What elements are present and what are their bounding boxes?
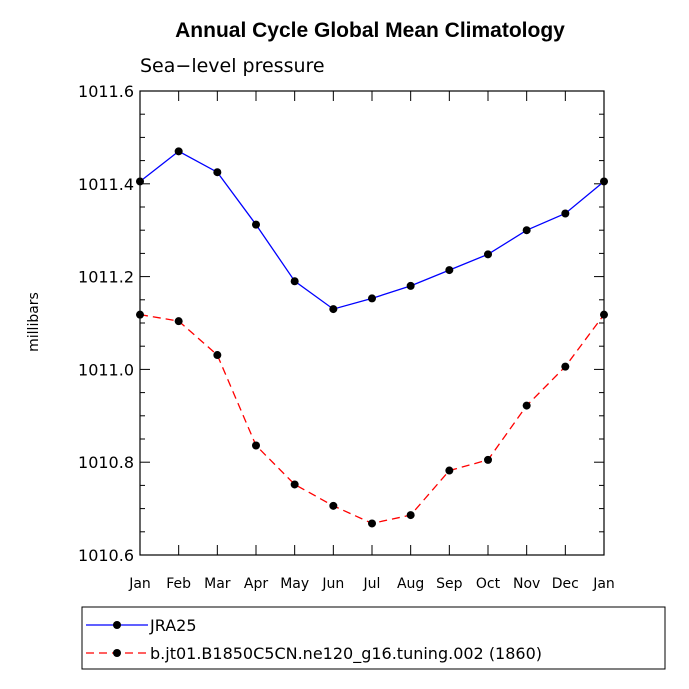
- x-tick-label: Oct: [476, 576, 501, 592]
- legend-label-model: b.jt01.B1850C5CN.ne120_g16.tuning.002 (1…: [150, 644, 542, 664]
- data-point-model: [368, 519, 376, 528]
- data-point-model: [484, 455, 492, 464]
- y-tick-label: 1011.0: [78, 360, 134, 379]
- data-point-model: [213, 351, 222, 360]
- data-point-model: [406, 511, 415, 520]
- data-point-jra25: [290, 277, 299, 286]
- data-point-model: [600, 310, 608, 319]
- data-point-model: [522, 401, 531, 410]
- data-point-model: [174, 317, 183, 326]
- data-point-model: [252, 441, 260, 450]
- data-point-jra25: [445, 266, 454, 275]
- data-point-jra25: [329, 305, 338, 314]
- legend-marker-jra25: [113, 621, 121, 629]
- y-tick-label: 1010.6: [78, 546, 134, 565]
- x-tick-label: Sep: [436, 576, 463, 592]
- y-tick-label: 1011.4: [78, 175, 134, 194]
- x-tick-label: Aug: [397, 576, 424, 592]
- y-tick-label: 1011.2: [78, 268, 134, 287]
- x-tick-label: Mar: [204, 576, 231, 592]
- x-tick-label: Feb: [166, 576, 191, 592]
- x-tick-label: Apr: [244, 576, 268, 592]
- data-point-jra25: [561, 209, 570, 218]
- data-point-model: [445, 466, 454, 475]
- legend-marker-model: [113, 649, 121, 657]
- data-point-jra25: [406, 281, 415, 290]
- x-tick-label: Nov: [513, 576, 540, 592]
- y-tick-label: 1010.8: [78, 453, 134, 472]
- legend-label-jra25: JRA25: [149, 616, 197, 635]
- data-point-jra25: [252, 220, 260, 229]
- data-point-model: [136, 310, 144, 319]
- chart-subtitle: Sea−level pressure: [140, 55, 325, 77]
- legend: JRA25 b.jt01.B1850C5CN.ne120_g16.tuning.…: [81, 606, 666, 670]
- x-tick-label: Jul: [363, 576, 381, 592]
- chart-title: Annual Cycle Global Mean Climatology: [175, 19, 565, 42]
- x-tick-label: Jan: [128, 576, 151, 592]
- data-point-model: [290, 480, 299, 489]
- data-point-model: [561, 362, 570, 371]
- series-line-jra25: [139, 150, 605, 310]
- data-point-jra25: [522, 226, 531, 235]
- legend-box: [81, 606, 666, 670]
- data-point-jra25: [213, 168, 222, 177]
- plot-frame: [139, 90, 605, 556]
- x-tick-label: Jun: [321, 576, 344, 592]
- data-point-model: [329, 501, 338, 510]
- y-tick-label: 1011.6: [78, 82, 134, 101]
- data-point-jra25: [136, 177, 144, 186]
- data-point-jra25: [484, 250, 492, 259]
- data-point-jra25: [174, 147, 183, 156]
- x-tick-label: Jan: [592, 576, 615, 592]
- x-tick-label: May: [280, 576, 309, 592]
- plot-area: 1010.6 1010.8 1011.0 1011.2 1011.4 1011.6 Jan F…: [78, 82, 615, 592]
- x-tick-label: Dec: [552, 576, 579, 592]
- data-point-jra25: [368, 294, 376, 303]
- data-point-jra25: [600, 177, 608, 186]
- y-axis-label: millibars: [26, 292, 42, 352]
- series-line-model: [139, 313, 605, 525]
